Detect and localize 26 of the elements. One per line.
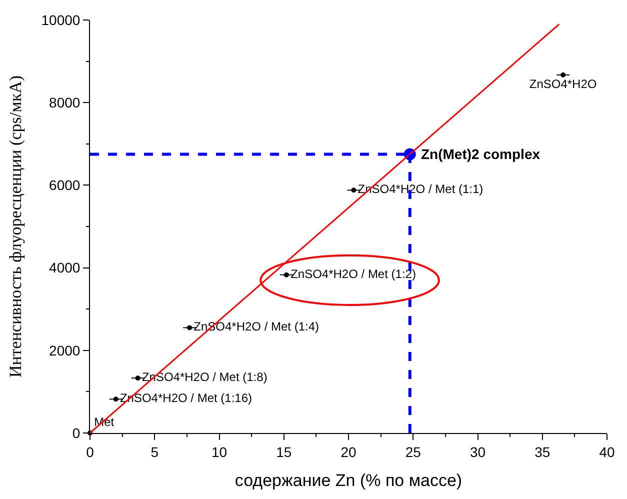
x-axis-title: содержание Zn (% по массе) <box>234 471 462 490</box>
point <box>113 396 118 402</box>
y-tick-label: 10000 <box>41 12 80 28</box>
data-label: ZnSO4*H2O / Met (1:2) <box>290 266 416 281</box>
point <box>560 72 566 78</box>
point <box>187 325 192 330</box>
point <box>284 272 289 278</box>
data-label: ZnSO4*H2O <box>529 77 597 92</box>
x-tick-label: 5 <box>150 444 159 460</box>
y-tick-label: 2000 <box>49 342 80 358</box>
x-tick-label: 15 <box>276 444 292 460</box>
y-tick-label: 8000 <box>49 94 80 110</box>
y-tick-label: 0 <box>72 424 80 441</box>
x-tick-label: 25 <box>405 444 422 460</box>
x-tick-label: 20 <box>340 444 356 460</box>
y-tick-label: 4000 <box>49 260 80 276</box>
x-tick-label: 35 <box>534 444 550 460</box>
point <box>135 376 140 381</box>
point <box>351 188 356 193</box>
x-tick-label: 40 <box>599 444 615 460</box>
y-tick-label: 6000 <box>49 177 80 194</box>
x-tick-label: 30 <box>470 444 486 460</box>
x-tick-label: 10 <box>211 444 228 460</box>
y-axis-title: Интенсивность флуоресценции (cps/мкА) <box>6 75 25 378</box>
annotation: Zn(Met)2 complex <box>421 146 540 162</box>
x-tick-label: 0 <box>86 444 94 460</box>
